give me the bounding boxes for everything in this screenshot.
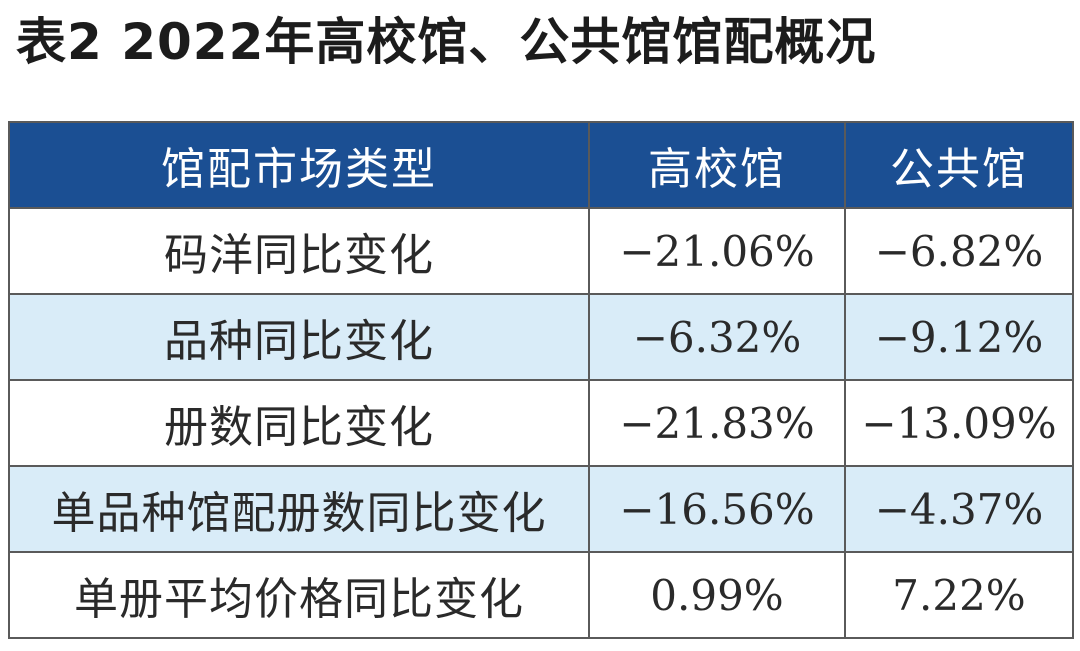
public-value: −13.09%	[844, 379, 1074, 467]
university-value: −21.06%	[588, 207, 846, 295]
header-market-type: 馆配市场类型	[8, 121, 590, 209]
public-value: 7.22%	[844, 551, 1074, 639]
table-row: 册数同比变化 −21.83% −13.09%	[8, 379, 1074, 467]
row-label: 码洋同比变化	[8, 207, 590, 295]
public-value: −4.37%	[844, 465, 1074, 553]
university-value: −21.83%	[588, 379, 846, 467]
header-public: 公共馆	[844, 121, 1074, 209]
row-label: 单册平均价格同比变化	[8, 551, 590, 639]
table-row: 码洋同比变化 −21.06% −6.82%	[8, 207, 1074, 295]
table-row: 品种同比变化 −6.32% −9.12%	[8, 293, 1074, 381]
university-value: −16.56%	[588, 465, 846, 553]
table-row: 单品种馆配册数同比变化 −16.56% −4.37%	[8, 465, 1074, 553]
table-row: 单册平均价格同比变化 0.99% 7.22%	[8, 551, 1074, 639]
public-value: −6.82%	[844, 207, 1074, 295]
row-label: 册数同比变化	[8, 379, 590, 467]
university-value: 0.99%	[588, 551, 846, 639]
university-value: −6.32%	[588, 293, 846, 381]
table-title: 表2 2022年高校馆、公共馆馆配概况	[16, 13, 877, 71]
data-table: 馆配市场类型 高校馆 公共馆 码洋同比变化 −21.06% −6.82% 品种同…	[8, 121, 1074, 639]
row-label: 品种同比变化	[8, 293, 590, 381]
row-label: 单品种馆配册数同比变化	[8, 465, 590, 553]
table-header-row: 馆配市场类型 高校馆 公共馆	[8, 121, 1074, 209]
public-value: −9.12%	[844, 293, 1074, 381]
header-university: 高校馆	[588, 121, 846, 209]
